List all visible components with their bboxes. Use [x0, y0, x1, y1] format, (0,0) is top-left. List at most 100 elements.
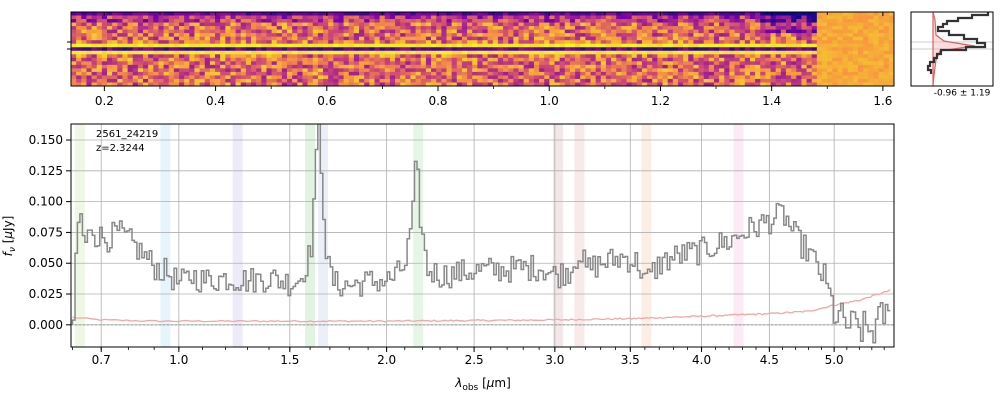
heatmap-cell	[359, 15, 365, 20]
heatmap-cell	[713, 78, 720, 83]
heatmap-cell	[235, 57, 242, 62]
heatmap-cell	[137, 71, 144, 76]
heatmap-cell	[791, 50, 797, 55]
heatmap-cell	[461, 61, 468, 66]
heatmap-cell	[235, 71, 242, 76]
heatmap-cell	[230, 71, 236, 76]
heatmap-cell	[713, 75, 720, 80]
heatmap-cell	[472, 22, 478, 27]
heatmap-cell	[467, 40, 473, 45]
heatmap-cell	[472, 36, 478, 41]
heatmap-cell	[91, 54, 98, 59]
heatmap-cell	[328, 57, 334, 62]
heatmap-cell	[852, 75, 859, 80]
heatmap-cell	[647, 68, 653, 73]
heatmap-cell	[240, 50, 247, 55]
heatmap-cell	[765, 75, 771, 80]
heatmap-cell	[343, 71, 350, 76]
heatmap-cell	[184, 15, 190, 20]
heatmap-cell	[240, 82, 247, 86]
heatmap-cell	[436, 78, 442, 83]
heatmap-cell	[770, 43, 776, 48]
heatmap-cell	[600, 22, 607, 27]
heatmap-cell	[857, 26, 864, 30]
heatmap-cell	[857, 78, 864, 83]
heatmap-cell	[451, 61, 458, 66]
heatmap-cell	[693, 15, 699, 20]
heatmap-cell	[523, 54, 530, 59]
heatmap-cell	[492, 54, 499, 59]
heatmap-cell	[230, 68, 236, 73]
heatmap-cell	[292, 47, 298, 52]
heatmap-cell	[698, 26, 704, 30]
heatmap-cell	[364, 43, 370, 48]
heatmap-cell	[410, 64, 416, 69]
heatmap-cell	[112, 78, 118, 83]
heatmap-cell	[215, 47, 221, 52]
heatmap-cell	[132, 26, 139, 30]
heatmap-cell	[235, 33, 242, 37]
heatmap-cell	[189, 22, 195, 27]
heatmap-cell	[503, 22, 509, 27]
heatmap-cell	[595, 29, 602, 34]
heatmap-cell	[287, 36, 293, 41]
heatmap-cell	[605, 82, 612, 86]
heatmap-cell	[677, 82, 684, 86]
heatmap-cell	[564, 12, 571, 16]
heatmap-cell	[816, 50, 823, 55]
heatmap-cell	[245, 26, 252, 30]
heatmap-cell	[662, 64, 668, 69]
heatmap-cell	[395, 78, 401, 83]
heatmap-cell	[117, 40, 123, 45]
heatmap-cell	[189, 78, 195, 83]
heatmap-cell	[852, 40, 859, 45]
heatmap-cell	[513, 29, 519, 34]
heatmap-cell	[719, 57, 725, 62]
heatmap-cell	[323, 61, 329, 66]
heatmap-cell	[209, 40, 216, 45]
heatmap-cell	[683, 26, 689, 30]
heatmap-cell	[821, 82, 828, 86]
heatmap-cell	[569, 33, 576, 37]
heatmap-cell	[688, 61, 694, 66]
heatmap-cell	[71, 61, 77, 66]
heatmap-cell	[729, 22, 735, 27]
top-x-tick-label: 0.8	[428, 94, 447, 108]
heatmap-cell	[179, 19, 185, 23]
heatmap-cell	[215, 68, 221, 73]
heatmap-cell	[497, 82, 504, 86]
heatmap-cell	[811, 82, 818, 86]
heatmap-cell	[425, 22, 432, 27]
heatmap-cell	[729, 54, 735, 59]
x-tick-label: 4.0	[692, 353, 711, 367]
heatmap-cell	[549, 68, 555, 73]
heatmap-cell	[96, 50, 103, 55]
heatmap-cell	[163, 82, 170, 86]
heatmap-cell	[328, 22, 334, 27]
heatmap-cell	[389, 50, 396, 55]
heatmap-cell	[533, 15, 540, 20]
heatmap-cell	[256, 57, 262, 62]
heatmap-cell	[81, 50, 87, 55]
heatmap-cell	[657, 40, 663, 45]
heatmap-cell	[791, 64, 797, 69]
heatmap-cell	[86, 82, 92, 86]
heatmap-cell	[863, 61, 869, 66]
heatmap-cell	[173, 75, 180, 80]
heatmap-cell	[369, 54, 375, 59]
heatmap-cell	[415, 47, 422, 52]
heatmap-cell	[729, 43, 735, 48]
heatmap-cell	[775, 36, 782, 41]
heatmap-cell	[636, 71, 643, 76]
heatmap-cell	[868, 50, 874, 55]
heatmap-cell	[636, 50, 643, 55]
heatmap-cell	[647, 29, 653, 34]
heatmap-cell	[333, 50, 339, 55]
heatmap-cell	[379, 26, 386, 30]
heatmap-cell	[220, 40, 226, 45]
heatmap-cell	[436, 29, 442, 34]
heatmap-cell	[276, 40, 283, 45]
heatmap-cell	[554, 33, 560, 37]
heatmap-cell	[369, 33, 375, 37]
heatmap-cell	[137, 61, 144, 66]
